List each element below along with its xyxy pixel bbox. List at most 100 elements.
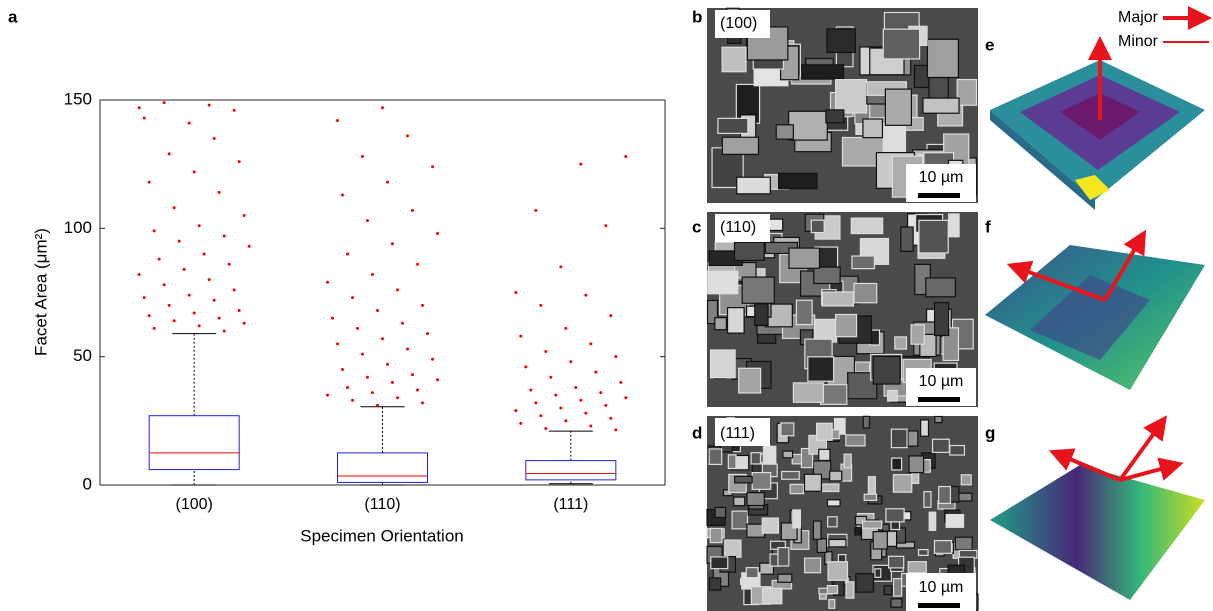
sem-grain xyxy=(792,382,825,403)
sem-grain xyxy=(892,474,913,493)
sem-grain xyxy=(820,483,840,493)
outlier xyxy=(162,101,166,105)
outlier xyxy=(431,165,434,169)
sem-grain xyxy=(754,303,769,327)
outlier xyxy=(391,242,394,246)
sem-grain xyxy=(907,430,919,447)
sem-grain xyxy=(956,78,978,106)
sem-grain xyxy=(761,517,780,534)
outlier xyxy=(242,321,246,325)
outlier xyxy=(519,421,523,425)
sem-grain xyxy=(890,598,903,608)
scale-bar xyxy=(918,603,960,608)
sem-grain xyxy=(810,219,825,234)
outlier xyxy=(222,234,226,238)
outlier xyxy=(609,314,613,318)
sem-grain xyxy=(834,79,868,114)
outlier xyxy=(331,316,334,320)
sem-grain xyxy=(867,476,876,497)
outlier xyxy=(232,288,236,292)
sem-grain xyxy=(862,118,884,139)
sem-grain xyxy=(733,475,753,484)
sem-grain xyxy=(834,313,858,338)
sem-grain xyxy=(780,422,795,437)
outlier xyxy=(604,224,608,228)
surface xyxy=(1030,275,1150,360)
sem-grain xyxy=(812,520,822,540)
outlier xyxy=(544,350,548,354)
sem-grain xyxy=(731,510,749,530)
outlier xyxy=(584,411,588,415)
sem-grain xyxy=(792,509,802,529)
outlier xyxy=(247,244,251,248)
outlier xyxy=(411,373,414,377)
outlier xyxy=(589,424,593,428)
outlier xyxy=(564,326,568,330)
sem-grain xyxy=(845,434,866,447)
arrow xyxy=(1118,415,1168,482)
sem-grain xyxy=(777,546,790,567)
arrow xyxy=(1006,260,1106,302)
sem-grain xyxy=(788,110,828,141)
sem-grain xyxy=(788,247,821,269)
outlier xyxy=(152,229,156,233)
sem-grain xyxy=(910,324,925,345)
outlier xyxy=(381,337,384,341)
outlier xyxy=(574,385,578,389)
outlier xyxy=(519,334,523,338)
panel-letter: d xyxy=(692,423,702,442)
panel-letter: c xyxy=(692,217,701,236)
sem-grain xyxy=(741,276,775,304)
outlier xyxy=(514,409,518,413)
sem-grain xyxy=(949,444,965,456)
outlier xyxy=(167,303,171,307)
sem-grain xyxy=(813,266,841,285)
sem-grain xyxy=(751,471,772,490)
surface-g xyxy=(990,415,1205,600)
outlier xyxy=(534,208,538,212)
sem-grain xyxy=(874,568,882,578)
sem-grain xyxy=(923,490,932,508)
arrow-legend: Major Minor xyxy=(1118,6,1212,50)
outlier xyxy=(172,319,176,323)
outlier xyxy=(391,380,394,384)
outlier xyxy=(396,288,399,292)
outlier xyxy=(137,106,141,110)
sem-label: (100) xyxy=(720,15,757,32)
outlier xyxy=(177,239,181,243)
outlier xyxy=(366,375,369,379)
sem-grain xyxy=(908,455,925,474)
outlier xyxy=(351,398,354,402)
outlier xyxy=(222,329,226,333)
sem-grain xyxy=(827,516,838,528)
outlier xyxy=(529,388,533,392)
sem-grain xyxy=(800,447,814,469)
outlier xyxy=(162,283,166,287)
arrow xyxy=(1048,448,1121,482)
sem-grain xyxy=(736,176,771,195)
sem-grain xyxy=(934,415,943,424)
outlier xyxy=(202,252,206,256)
outlier xyxy=(411,208,414,212)
surface-e xyxy=(990,36,1205,210)
sem-grain xyxy=(887,389,898,402)
sem-grain xyxy=(819,384,848,405)
sem-grain xyxy=(854,361,871,373)
sem-grain xyxy=(782,450,794,459)
outlier xyxy=(192,170,196,174)
label-box xyxy=(715,214,770,242)
sem-grain xyxy=(789,483,805,495)
outlier xyxy=(514,291,518,294)
sem-grain xyxy=(727,454,737,470)
sem-grain xyxy=(933,302,950,337)
sem-grain xyxy=(917,549,929,556)
outlier xyxy=(336,342,339,346)
sem-grain xyxy=(762,445,777,465)
sem-grain xyxy=(884,88,912,126)
sem-images xyxy=(706,7,979,611)
sem-grain xyxy=(709,349,736,379)
y-tick-label: 100 xyxy=(64,218,92,237)
outlier xyxy=(346,385,349,389)
panel-letter: a xyxy=(8,7,18,26)
